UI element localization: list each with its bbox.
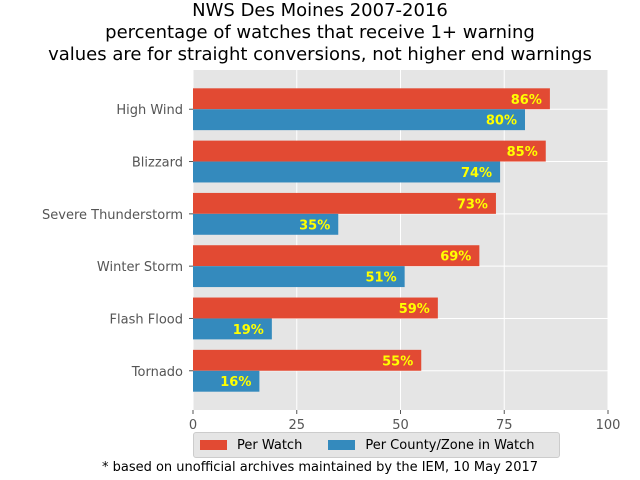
y-tick-label-0: High Wind	[116, 103, 183, 118]
bar-per-county-5	[193, 370, 260, 392]
x-tick-label-1: 25	[288, 418, 305, 433]
bar-label-per-watch-3: 69%	[440, 250, 471, 265]
bar-label-per-county-1: 74%	[461, 166, 492, 181]
y-tick-label-4: Flash Flood	[110, 312, 183, 327]
bar-label-per-watch-4: 59%	[399, 302, 430, 317]
bar-per-watch-1	[193, 140, 546, 162]
bar-per-county-3	[193, 266, 405, 288]
legend-label-per-watch: Per Watch	[237, 437, 303, 453]
x-tick-label-2: 50	[392, 418, 409, 433]
bar-label-per-watch-0: 86%	[511, 93, 542, 108]
bar-per-watch-5	[193, 349, 422, 371]
axes: High Wind Blizzard Severe Thunderstorm Wint…	[42, 103, 620, 433]
bar-per-county-2	[193, 213, 339, 235]
legend-entry-per-county: Per County/Zone in Watch	[328, 437, 535, 453]
bar-label-per-watch-5: 55%	[382, 354, 413, 369]
bar-label-per-county-4: 19%	[233, 323, 264, 338]
x-tick-label-3: 75	[496, 418, 513, 433]
bar-per-watch-3	[193, 245, 480, 267]
legend-swatch-per-county	[328, 440, 356, 450]
bars	[193, 88, 550, 392]
x-tick-label-4: 100	[596, 418, 621, 433]
bar-per-watch-0	[193, 88, 550, 110]
x-tick-label-0: 0	[189, 418, 197, 433]
bar-labels: 86% 80% 85% 74% 73% 35% 69% 51% 59% 19% 55% 16%	[220, 93, 542, 390]
bar-label-per-county-0: 80%	[486, 114, 517, 129]
bar-per-county-0	[193, 109, 525, 131]
bar-label-per-watch-2: 73%	[457, 197, 488, 212]
bar-label-per-watch-1: 85%	[507, 145, 538, 160]
bar-per-watch-2	[193, 192, 496, 214]
chart-title: NWS Des Moines 2007-2016 percentage of w…	[0, 0, 640, 66]
bar-label-per-county-2: 35%	[299, 218, 330, 233]
y-tick-label-1: Blizzard	[132, 156, 183, 171]
legend-swatch-per-watch	[200, 440, 227, 450]
bar-per-watch-4	[193, 297, 438, 319]
chart-title-line-2: percentage of watches that receive 1+ wa…	[105, 22, 535, 43]
legend-label-per-county: Per County/Zone in Watch	[365, 437, 535, 453]
bar-label-per-county-5: 16%	[220, 375, 251, 390]
legend: Per Watch Per County/Zone in Watch	[193, 432, 560, 458]
y-tick-label-2: Severe Thunderstorm	[42, 208, 183, 223]
chart-title-line-3: values are for straight conversions, not…	[48, 44, 592, 65]
y-tick-label-3: Winter Storm	[97, 260, 183, 275]
bar-label-per-county-3: 51%	[366, 271, 397, 286]
y-tick-label-5: Tornado	[131, 365, 183, 380]
legend-entry-per-watch: Per Watch	[200, 438, 302, 453]
bar-per-county-4	[193, 318, 272, 340]
bar-per-county-1	[193, 161, 501, 183]
footnote: * based on unofficial archives maintaine…	[101, 460, 539, 475]
chart-title-line-1: NWS Des Moines 2007-2016	[192, 0, 448, 21]
